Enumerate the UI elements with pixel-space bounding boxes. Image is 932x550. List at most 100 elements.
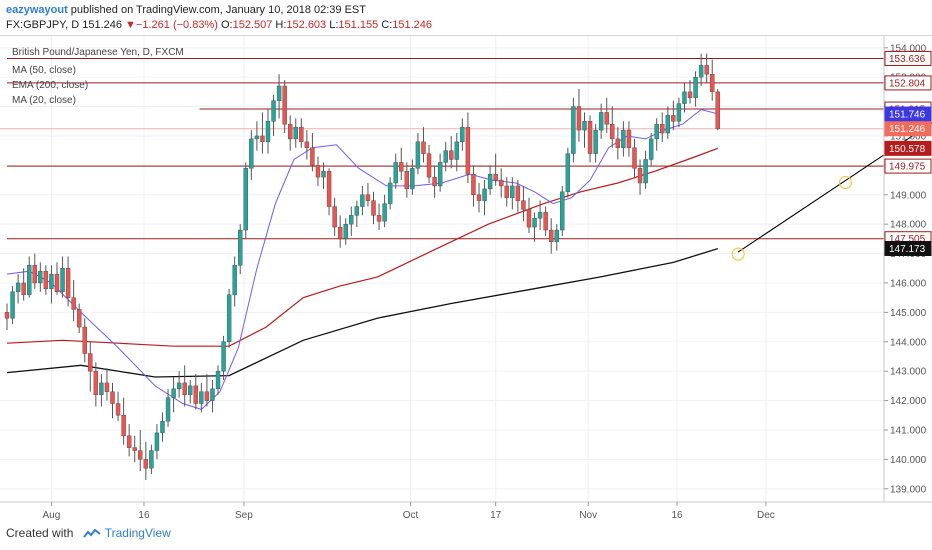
- candle-body: [521, 200, 526, 210]
- candle-body: [154, 432, 160, 451]
- candle-body: [326, 171, 332, 207]
- candle-body: [282, 85, 287, 125]
- candle-body: [443, 150, 448, 163]
- candle-body: [238, 229, 243, 266]
- price-label-text: 152.804: [889, 78, 926, 89]
- candle-body: [682, 91, 687, 104]
- legend-ma50[interactable]: MA (50, close): [12, 65, 76, 76]
- price-change: −1.261 (−0.83%): [135, 19, 218, 31]
- candle-body: [449, 150, 454, 160]
- candle-body: [632, 147, 637, 169]
- candle-body: [637, 168, 643, 184]
- candle-body: [421, 141, 426, 154]
- candle-body: [554, 229, 559, 243]
- candle-body: [710, 74, 715, 93]
- candle-body: [676, 103, 682, 122]
- legend-ma20[interactable]: MA (20, close): [12, 95, 76, 106]
- price-label-box: [884, 140, 932, 156]
- candle-body: [465, 126, 471, 175]
- ma20-line: [6, 108, 718, 410]
- candle-body: [215, 370, 221, 390]
- indicator-lines: [6, 108, 719, 410]
- x-tick-label: 16: [138, 510, 150, 521]
- footer: Created with TradingView: [6, 526, 171, 540]
- candle-body: [571, 106, 576, 154]
- candle-body: [104, 382, 110, 392]
- candle-body: [126, 435, 132, 448]
- candle-body: [43, 271, 49, 290]
- candle-body: [65, 268, 71, 298]
- candle-body: [299, 126, 304, 143]
- candle-body: [115, 403, 121, 416]
- candle-body: [160, 420, 165, 434]
- legend-ema200[interactable]: EMA (200, close): [12, 80, 88, 91]
- ma50-line: [6, 147, 719, 347]
- symbol-label[interactable]: FX:GBPJPY, D: [6, 19, 80, 31]
- x-tick-label: Nov: [579, 510, 597, 521]
- price-label-text: 151.746: [889, 110, 926, 121]
- candle-body: [698, 65, 704, 78]
- candle-body: [515, 185, 521, 201]
- candle-body: [199, 391, 204, 404]
- highlight-circle: [838, 175, 853, 190]
- candle-body: [121, 415, 126, 437]
- candle-body: [232, 265, 237, 295]
- time-axis[interactable]: Aug16SepOct17Nov16Dec201816Feb: [43, 502, 932, 521]
- high-value: 152.603: [286, 19, 327, 31]
- candle-body: [32, 265, 37, 284]
- ohlc-line: FX:GBPJPY, D 151.246 ▼−1.261 (−0.83%) O:…: [6, 19, 432, 31]
- y-tick-label: 141.000: [890, 425, 927, 436]
- candle-body: [99, 382, 104, 395]
- y-tick-label: 140.000: [890, 455, 927, 466]
- candle-body: [487, 173, 493, 190]
- candle-body: [454, 141, 459, 160]
- tradingview-link[interactable]: TradingView: [104, 526, 171, 540]
- y-tick-label: 139.000: [890, 484, 927, 495]
- candle-body: [610, 124, 615, 140]
- candle-body: [399, 162, 404, 172]
- candle-body: [110, 391, 115, 404]
- candle-body: [415, 141, 421, 169]
- candle-body: [143, 459, 149, 469]
- candle-body: [410, 168, 415, 190]
- candle-body: [548, 229, 554, 243]
- y-tick-label: 149.000: [890, 190, 927, 201]
- candle-body: [165, 397, 171, 422]
- author-link[interactable]: eazywayout: [6, 4, 68, 16]
- price-label-box: [884, 106, 932, 122]
- candle-body: [54, 273, 60, 292]
- candle-body: [404, 171, 410, 190]
- candle-body: [288, 124, 293, 140]
- candle-body: [471, 173, 476, 195]
- annotations: [731, 122, 932, 261]
- x-tick-label: Sep: [235, 510, 253, 521]
- y-tick-label: 146.000: [890, 278, 927, 289]
- candle-body: [49, 273, 54, 290]
- candle-body: [660, 124, 665, 134]
- candle-body: [315, 165, 321, 178]
- candle-body: [560, 191, 565, 231]
- candle-body: [387, 182, 393, 204]
- x-tick-label: Dec: [757, 510, 775, 521]
- candle-body: [310, 147, 315, 166]
- candle-body: [493, 173, 498, 181]
- horizontal-levels: [0, 57, 884, 240]
- candle-body: [271, 100, 276, 122]
- candle-body: [626, 129, 632, 148]
- candle-body: [537, 212, 543, 219]
- candle-body: [210, 388, 215, 401]
- open-label: O:: [220, 19, 233, 31]
- candle-body: [182, 382, 187, 395]
- x-tick-label: 17: [490, 510, 502, 521]
- candle-body: [460, 126, 465, 143]
- candle-body: [476, 194, 482, 201]
- candle-body: [593, 129, 598, 154]
- candle-body: [15, 282, 21, 292]
- price-label-text: 149.975: [889, 162, 926, 173]
- price-chart[interactable]: 154.000153.000152.000151.000150.000149.0…: [0, 36, 932, 525]
- candle-body: [687, 91, 693, 98]
- candle-body: [621, 129, 626, 148]
- candle-body: [265, 121, 271, 143]
- candle-body: [582, 121, 587, 131]
- price-label-text: 147.505: [889, 234, 926, 245]
